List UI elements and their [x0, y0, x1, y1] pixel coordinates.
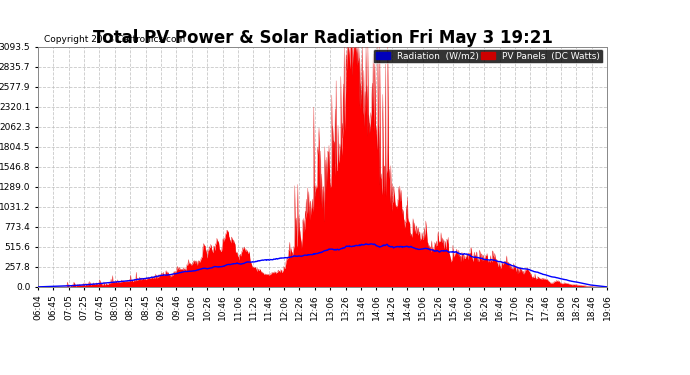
Legend: Radiation  (W/m2), PV Panels  (DC Watts): Radiation (W/m2), PV Panels (DC Watts) — [373, 49, 602, 63]
Text: Copyright 2013 Cartronics.com: Copyright 2013 Cartronics.com — [43, 36, 185, 45]
Title: Total PV Power & Solar Radiation Fri May 3 19:21: Total PV Power & Solar Radiation Fri May… — [92, 29, 553, 47]
